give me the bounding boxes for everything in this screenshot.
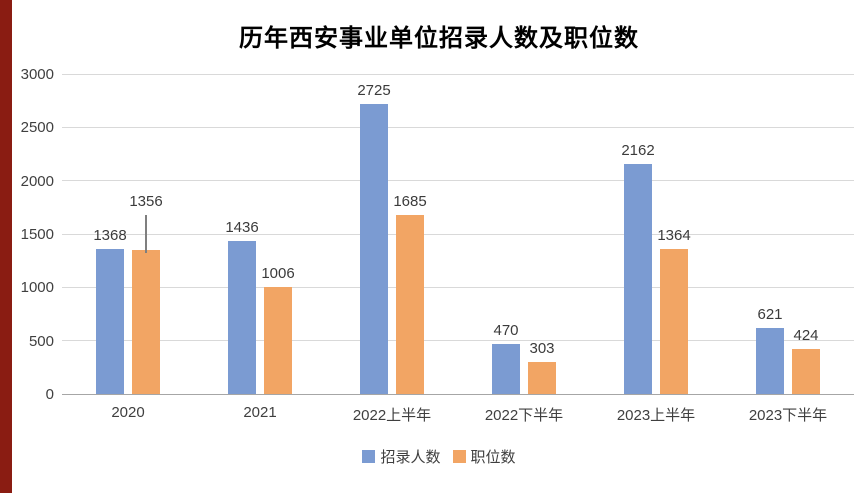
legend-label: 职位数 bbox=[470, 449, 516, 466]
x-tick-label: 2022下半年 bbox=[484, 407, 564, 424]
bar-招录人数: 2162 bbox=[621, 142, 655, 394]
bar-招录人数: 1368 bbox=[93, 227, 127, 394]
y-tick-label: 1500 bbox=[20, 226, 54, 243]
bar-招录人数: 621 bbox=[756, 306, 784, 394]
y-tick-label: 0 bbox=[45, 386, 54, 403]
gridline bbox=[62, 127, 854, 129]
legend-swatch bbox=[452, 450, 466, 463]
x-axis-labels: 2020 2021 2022上半年 2022下半年 2023上半年 2023下半年 bbox=[62, 404, 854, 425]
legend-item: 招录人数 bbox=[362, 446, 441, 467]
y-tick-label: 2500 bbox=[20, 119, 54, 137]
x-tick-label: 2022上半年 bbox=[352, 407, 432, 424]
bar-group: 2162 1364 bbox=[590, 75, 722, 394]
x-tick-label: 2021 bbox=[243, 404, 277, 421]
y-tick-label: 1000 bbox=[20, 279, 54, 297]
left-accent-strip bbox=[0, 0, 12, 493]
data-label: 470 bbox=[493, 322, 519, 340]
bar-group: 1436 1006 bbox=[194, 75, 326, 394]
legend-item: 职位数 bbox=[452, 446, 516, 467]
bar-group: 1368 1356 bbox=[62, 75, 194, 394]
data-label: 1368 bbox=[93, 226, 127, 244]
chart-title: 历年西安事业单位招录人数及职位数 bbox=[239, 25, 639, 52]
bar-职位数: 1685 bbox=[393, 193, 427, 394]
bar-职位数: 303 bbox=[528, 340, 556, 394]
bar-职位数: 1356 bbox=[129, 193, 163, 394]
data-label: 1006 bbox=[261, 265, 295, 283]
y-tick-label: 500 bbox=[28, 332, 54, 350]
data-label: 1685 bbox=[393, 192, 427, 210]
bar-招录人数: 470 bbox=[492, 322, 520, 394]
bar-groups: 1368 1356 1436 1006 2725 1685 470 303 2162 1364 62… bbox=[62, 75, 854, 394]
data-label: 1364 bbox=[657, 226, 691, 244]
data-label: 303 bbox=[529, 339, 555, 357]
legend-swatch bbox=[362, 450, 376, 463]
data-label: 1356 bbox=[129, 192, 163, 210]
data-label: 2162 bbox=[621, 142, 655, 160]
bar-group: 2725 1685 bbox=[326, 75, 458, 394]
data-label: 424 bbox=[793, 326, 819, 344]
gridline bbox=[62, 74, 854, 75]
bar-职位数: 424 bbox=[792, 327, 820, 394]
x-tick-label: 2020 bbox=[111, 404, 145, 421]
x-tick-label: 2023上半年 bbox=[616, 407, 696, 424]
data-label: 1436 bbox=[225, 219, 259, 237]
data-label: 2725 bbox=[357, 82, 391, 100]
gridline bbox=[62, 339, 854, 341]
x-tick-label: 2023下半年 bbox=[748, 407, 828, 424]
plot-area: 1368 1356 1436 1006 2725 1685 470 303 2162 1364 62… bbox=[62, 74, 854, 395]
gridline bbox=[62, 286, 854, 288]
data-label: 621 bbox=[757, 305, 783, 323]
marker-line bbox=[145, 214, 147, 253]
gridline bbox=[62, 233, 854, 235]
bar-招录人数: 1436 bbox=[225, 219, 259, 394]
bar-职位数: 1364 bbox=[657, 227, 691, 394]
gridline bbox=[62, 180, 854, 182]
bar-group: 470 303 bbox=[458, 75, 590, 394]
legend-label: 招录人数 bbox=[380, 449, 441, 466]
y-tick-label: 3000 bbox=[20, 66, 54, 83]
bar-招录人数: 2725 bbox=[357, 82, 391, 394]
bar-职位数: 1006 bbox=[261, 265, 295, 394]
bar-group: 621 424 bbox=[722, 75, 854, 394]
legend: 招录人数 职位数 bbox=[12, 446, 866, 467]
y-axis: 0 500 1000 1500 2000 2500 3000 bbox=[12, 67, 58, 403]
y-tick-label: 2000 bbox=[20, 172, 54, 190]
